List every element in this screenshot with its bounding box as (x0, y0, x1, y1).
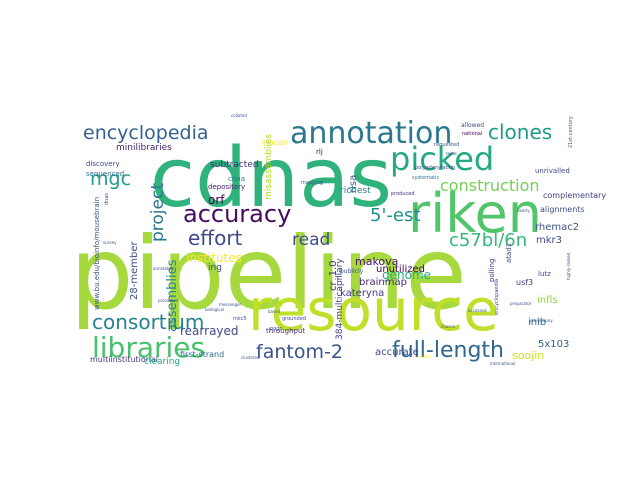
cloud-word: richest (340, 186, 371, 196)
cloud-word: rhemac2 (535, 222, 579, 233)
cloud-word: clustered (241, 355, 260, 360)
cloud-word: resource (248, 276, 499, 344)
cloud-word: construction (440, 176, 540, 195)
cloud-word: makova (355, 255, 398, 268)
cloud-word: lutz (538, 270, 551, 278)
cloud-word: pogo (270, 326, 282, 332)
cloud-word: cdnas (150, 131, 392, 226)
cloud-word: mkr3 (536, 235, 562, 246)
cloud-word: minilibraries (116, 143, 172, 153)
cloud-word: accurate (375, 347, 419, 358)
cloud-word: kateryna (340, 288, 384, 299)
cloud-word: complementary (543, 191, 606, 200)
cloud-word: risa (348, 175, 359, 193)
cloud-word: messenger (219, 302, 242, 307)
cloud-word: encyclopaedia (494, 279, 500, 315)
cloud-word: cr_1.0 (328, 260, 339, 291)
cloud-word: annotation (290, 116, 452, 151)
cloud-word: assemblies (165, 259, 180, 332)
cloud-word: alignments (540, 205, 585, 214)
cloud-word: grounded (282, 316, 306, 322)
cloud-word: accuracy (183, 200, 291, 228)
cloud-word: effort (188, 226, 243, 250)
cloud-word: encyclopedia (83, 122, 209, 144)
cloud-word: 384-multicapillary (335, 258, 345, 340)
cloud-word: depository (208, 183, 245, 191)
cloud-word: atad1 (505, 243, 513, 263)
cloud-word: mapping (301, 180, 323, 186)
cloud-word: clearing (144, 357, 180, 367)
cloud-word: multiinstitutional (90, 355, 158, 364)
cloud-word: sultin (420, 354, 431, 359)
cloud-word: macan (261, 138, 288, 147)
cloud-word: 5x103 (538, 339, 569, 350)
cloud-word: libraries (92, 331, 205, 364)
cloud-word: discovery (86, 160, 120, 168)
cloud-word: infls (537, 295, 558, 306)
cloud-word: rearrayed (180, 324, 239, 338)
cloud-word: polyadenylation (415, 165, 455, 171)
cloud-word: consortium (92, 310, 204, 334)
cloud-word: publicly (340, 268, 364, 275)
cloud-word: rlj (316, 148, 323, 156)
cloud-word: read (292, 230, 330, 250)
cloud-word: c57bl/6n (449, 230, 527, 251)
cloud-word: pipeline (70, 215, 467, 332)
cloud-word: texas (446, 151, 457, 156)
cloud-word: fantom-2 (256, 341, 343, 363)
cloud-word: chosen (441, 324, 456, 329)
cloud-word: systematic (412, 175, 439, 181)
cloud-word: collated (231, 113, 247, 118)
cloud-word: picked (390, 140, 494, 178)
cloud-word: 21st-century (568, 116, 574, 148)
cloud-word: mkc5 (233, 316, 247, 322)
cloud-word: preliminary (530, 318, 553, 323)
cloud-word: national (462, 131, 482, 137)
cloud-word: project (148, 183, 168, 242)
cloud-word: 28-member (129, 241, 140, 300)
cloud-word: preparator (510, 301, 532, 306)
cloud-word: requested (434, 142, 459, 148)
cloud-word: orf (208, 193, 225, 207)
cloud-word: 5'-est (370, 205, 420, 226)
cloud-word: clones (488, 120, 552, 144)
cloud-word: biological (205, 307, 224, 312)
cloud-word: mgc (90, 168, 131, 190)
cloud-word: sequenced (86, 170, 124, 178)
cloud-word: survey (103, 240, 117, 245)
cloud-word: usf3 (516, 278, 533, 287)
cloud-word: misassemblies (264, 134, 274, 200)
cloud-word: brainmap (359, 277, 407, 288)
cloud-word: throughput (266, 327, 305, 335)
cloud-word: unrivalled (535, 167, 570, 175)
cloud-word: subtracted (210, 160, 259, 170)
cloud-word: procedure (158, 298, 179, 303)
cloud-word: accessed (468, 308, 487, 313)
cloud-word: full-length (392, 338, 504, 363)
cloud-word: based (268, 309, 281, 314)
cloud-word: highly-ranked (566, 252, 571, 280)
cloud-word: soojin (512, 349, 544, 362)
cloud-word: genome (382, 268, 431, 282)
cloud-word: polling (488, 259, 496, 282)
cloud-word: nearly (517, 208, 530, 213)
cloud-word: inib (528, 317, 546, 328)
cloud-word: annotated (153, 266, 174, 271)
cloud-word: www.bu.edu/bioinfo/mousebrain (93, 197, 101, 310)
cloud-word: international (490, 361, 515, 366)
cloud-word: cdna (228, 175, 245, 183)
cloud-word: ing (208, 263, 222, 273)
cloud-word: produced (391, 191, 415, 197)
cloud-word: unutilized (376, 264, 425, 275)
cloud-word: riken (408, 182, 542, 245)
cloud-word: dnas (104, 193, 110, 205)
cloud-word: first-strand (180, 350, 224, 359)
cloud-word: institutes (186, 251, 242, 265)
cloud-word: allowed (461, 122, 484, 129)
